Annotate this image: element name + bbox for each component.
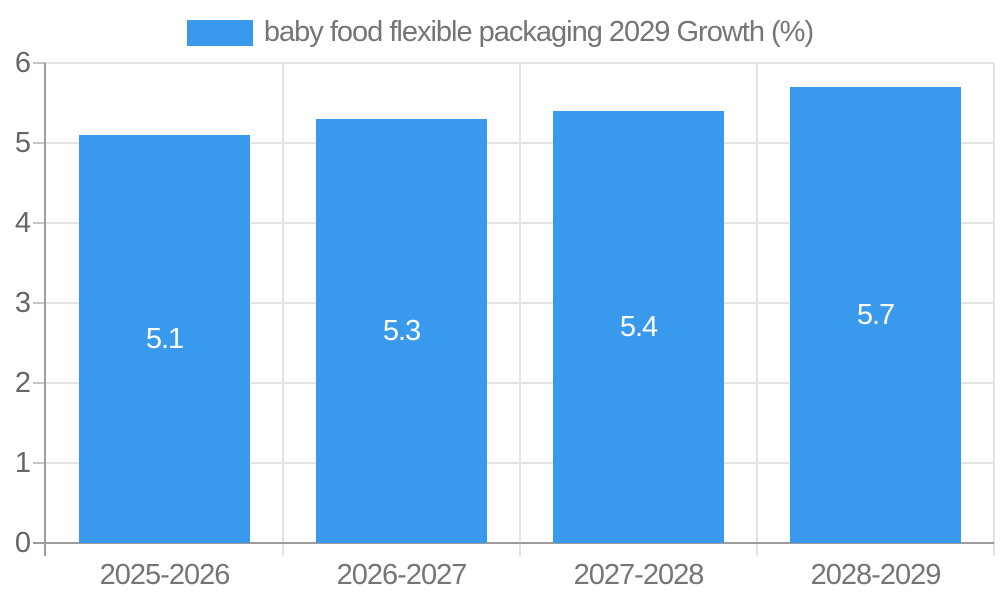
- y-tick-2: [33, 382, 46, 384]
- y-tick-4: [33, 222, 46, 224]
- y-tick-3: [33, 302, 46, 304]
- legend-swatch[interactable]: [186, 19, 253, 46]
- y-axis-tick-label: 2: [14, 367, 31, 399]
- bar-2026-2027[interactable]: [316, 119, 487, 543]
- y-axis-line: [44, 63, 46, 556]
- bar-2025-2026[interactable]: [79, 135, 250, 543]
- bar-value-label-2028-2029: 5.7: [856, 299, 895, 331]
- y-tick-1: [33, 462, 46, 464]
- bar-2028-2029[interactable]: [790, 87, 961, 543]
- bar-2027-2028[interactable]: [553, 111, 724, 543]
- bar-value-label-2027-2028: 5.4: [619, 311, 658, 343]
- y-axis-tick-label: 3: [14, 287, 31, 319]
- x-axis-label-2027-2028: 2027-2028: [573, 559, 705, 591]
- legend[interactable]: baby food flexible packaging 2029 Growth…: [0, 16, 1000, 49]
- x-axis-label-2026-2027: 2026-2027: [336, 559, 468, 591]
- x-axis-label-2028-2029: 2028-2029: [810, 559, 942, 591]
- y-axis-tick-label: 5: [14, 127, 31, 159]
- gridline-x-3: [756, 63, 758, 556]
- x-axis-label-2025-2026: 2025-2026: [99, 559, 231, 591]
- y-axis-tick-label: 6: [14, 47, 31, 79]
- y-tick-5: [33, 142, 46, 144]
- y-axis-tick-label: 4: [14, 207, 31, 239]
- y-axis-tick-label: 0: [14, 527, 31, 559]
- bar-value-label-2025-2026: 5.1: [145, 323, 184, 355]
- gridline-x-1: [282, 63, 284, 556]
- y-axis-tick-label: 1: [14, 447, 31, 479]
- bar-value-label-2026-2027: 5.3: [382, 315, 421, 347]
- legend-label[interactable]: baby food flexible packaging 2029 Growth…: [263, 16, 814, 48]
- x-axis-line: [33, 542, 994, 544]
- gridline-x-2: [519, 63, 521, 556]
- gridline-x-4: [993, 63, 995, 556]
- y-tick-6: [33, 62, 46, 64]
